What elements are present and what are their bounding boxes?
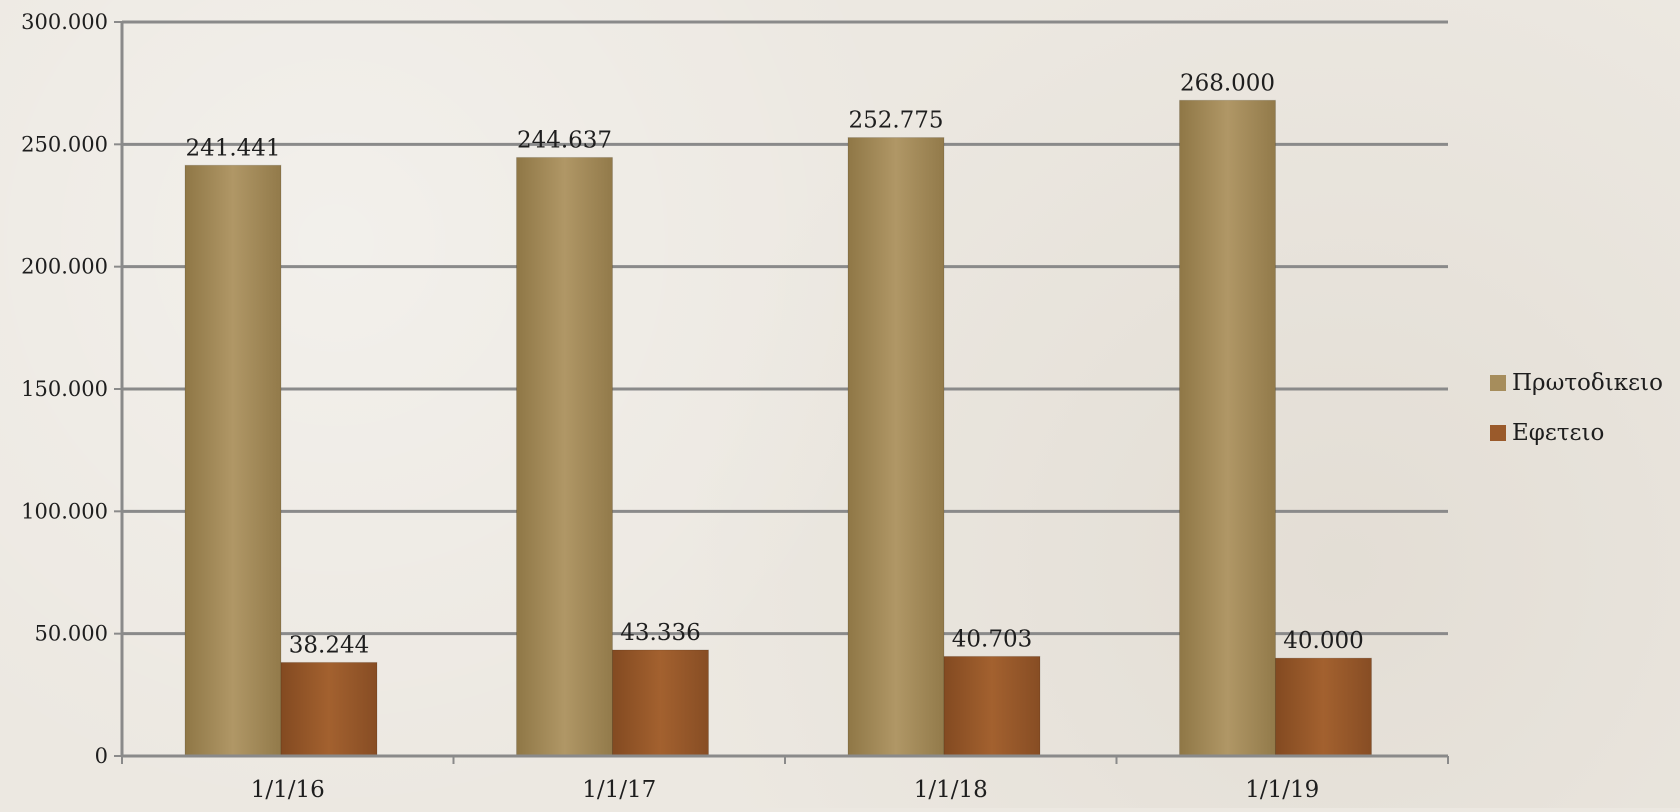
legend-label: Εφετειο bbox=[1512, 420, 1604, 446]
data-label: 268.000 bbox=[1180, 70, 1275, 96]
bar-efeteio-2 bbox=[943, 655, 1041, 757]
legend-swatch bbox=[1490, 425, 1506, 441]
legend-swatch bbox=[1490, 375, 1506, 391]
y-tick-label: 300.000 bbox=[21, 10, 108, 34]
x-tick-label: 1/1/18 bbox=[914, 777, 988, 803]
bar-protodikeio-3 bbox=[1179, 99, 1276, 757]
y-tick-label: 250.000 bbox=[21, 132, 108, 156]
y-tick-label: 100.000 bbox=[21, 499, 108, 523]
bar-efeteio-1 bbox=[612, 649, 709, 757]
data-label: 38.244 bbox=[289, 632, 369, 658]
bar-efeteio-3 bbox=[1275, 657, 1372, 757]
bar-protodikeio-0 bbox=[184, 164, 282, 757]
x-tick-label: 1/1/17 bbox=[582, 777, 656, 803]
x-tick-label: 1/1/19 bbox=[1245, 777, 1319, 803]
y-tick-label: 200.000 bbox=[21, 255, 108, 279]
data-label: 40.000 bbox=[1283, 628, 1363, 654]
y-tick-label: 150.000 bbox=[21, 377, 108, 401]
data-label: 252.775 bbox=[848, 108, 943, 134]
legend: Πρωτοδικειο Εφετειο bbox=[1490, 370, 1663, 446]
data-label: 244.637 bbox=[517, 127, 612, 153]
bar-efeteio-0 bbox=[280, 661, 378, 757]
axes bbox=[114, 21, 1449, 764]
x-tick-label: 1/1/16 bbox=[251, 777, 325, 803]
legend-label: Πρωτοδικειο bbox=[1512, 370, 1663, 396]
y-tick-label: 0 bbox=[95, 744, 108, 768]
data-label: 43.336 bbox=[620, 620, 700, 646]
y-tick-label: 50.000 bbox=[35, 622, 108, 646]
bar-protodikeio-2 bbox=[847, 137, 945, 757]
data-label: 40.703 bbox=[952, 626, 1032, 652]
data-label: 241.441 bbox=[185, 135, 280, 161]
bar-protodikeio-1 bbox=[516, 156, 613, 757]
data-labels: 0 50.000 100.000 150.000 200.000 250.000 300.0… bbox=[21, 10, 1364, 803]
bars bbox=[184, 99, 1372, 757]
